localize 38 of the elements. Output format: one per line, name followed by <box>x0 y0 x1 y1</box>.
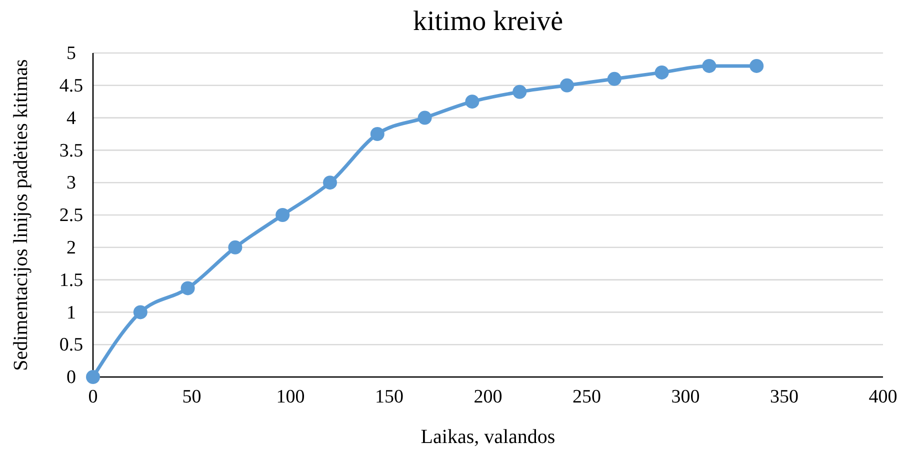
point <box>418 110 432 125</box>
y-tick-label: 3.5 <box>59 140 84 162</box>
point <box>323 176 337 190</box>
y-tick-label: 1.5 <box>59 270 84 291</box>
y-tick-label: 0 <box>66 367 76 388</box>
point <box>607 72 622 86</box>
point <box>228 240 242 254</box>
point <box>702 58 716 73</box>
point <box>512 84 527 99</box>
x-tick-label: 150 <box>375 386 404 408</box>
y-tick-label: 0.5 <box>59 334 84 356</box>
point <box>370 127 384 141</box>
x-tick-label: 400 <box>868 386 898 408</box>
x-tick-label: 250 <box>572 386 601 408</box>
point <box>276 208 290 222</box>
point <box>560 78 574 92</box>
y-tick-label: 5 <box>66 43 76 64</box>
point <box>465 94 480 109</box>
x-tick-label: 100 <box>276 386 305 408</box>
point <box>750 58 764 73</box>
x-tick-label: 350 <box>770 386 798 408</box>
y-tick-label: 2 <box>66 237 76 258</box>
y-tick-label: 1 <box>66 302 76 324</box>
y-tick-label: 2.5 <box>59 205 84 226</box>
x-tick-label: 300 <box>671 386 700 408</box>
x-tick-label: 50 <box>182 386 202 408</box>
chart-title: kitimo kreivė <box>412 6 564 37</box>
y-tick-label: 4.5 <box>59 75 84 96</box>
point <box>180 281 195 296</box>
y-tick-label: 4 <box>66 108 76 129</box>
point <box>654 65 669 80</box>
x-tick-label: 200 <box>474 386 502 408</box>
x-axis-title: Laikas, valandos <box>420 426 556 448</box>
y-tick-label: 3 <box>66 172 76 194</box>
y-axis-title: Sedimentacijos linijos padėties kitimas <box>10 58 32 371</box>
point <box>86 370 100 384</box>
point <box>133 305 148 320</box>
x-tick-label: 0 <box>88 386 98 408</box>
